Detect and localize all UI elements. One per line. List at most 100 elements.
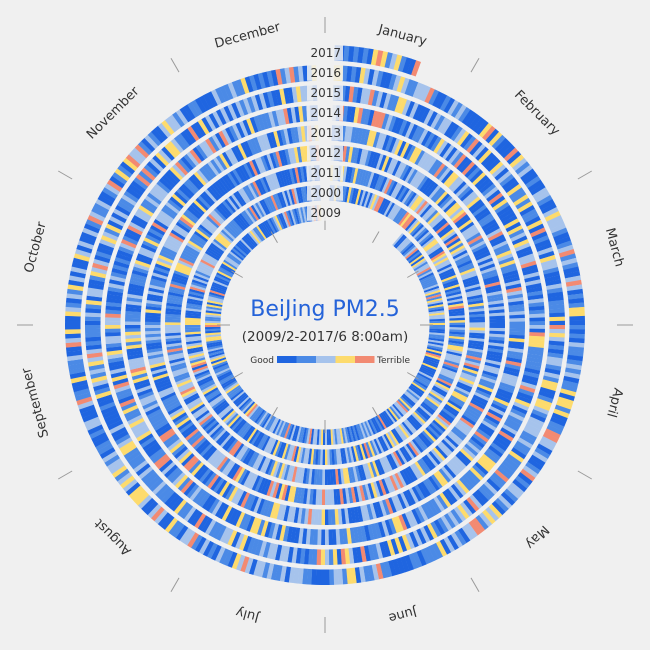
day-cell [145, 318, 161, 323]
day-cell [173, 414, 189, 426]
day-cell [299, 548, 306, 565]
day-cell [463, 278, 479, 286]
day-cell [419, 107, 431, 124]
day-cell [274, 544, 283, 561]
day-cell [145, 306, 162, 311]
day-cell [411, 508, 422, 525]
day-cell [297, 166, 303, 183]
day-cell [107, 219, 124, 231]
day-cell [497, 388, 513, 397]
day-cell [452, 426, 467, 439]
day-cell [202, 254, 218, 265]
day-cell [497, 494, 513, 510]
day-cell [501, 460, 517, 473]
day-cell [514, 398, 531, 408]
day-cell [73, 388, 90, 397]
day-cell [137, 387, 153, 397]
day-cell [230, 487, 242, 504]
day-cell [419, 458, 431, 473]
day-cell [171, 364, 187, 372]
day-cell [99, 447, 116, 459]
day-cell [529, 328, 545, 333]
day-cell [415, 200, 428, 215]
day-cell [409, 254, 424, 266]
day-cell [567, 288, 584, 296]
day-cell [493, 397, 510, 407]
day-cell [420, 85, 431, 102]
day-cell [472, 246, 489, 256]
day-cell [85, 340, 102, 346]
day-cell [459, 158, 473, 174]
day-cell [91, 431, 108, 444]
day-cell [429, 248, 444, 260]
day-cell [528, 305, 545, 311]
day-cell [443, 233, 458, 245]
day-cell [528, 339, 545, 345]
day-cell [391, 116, 401, 133]
day-cell [450, 151, 464, 167]
day-cell [270, 173, 279, 190]
day-cell [464, 283, 481, 291]
day-cell [517, 437, 533, 449]
day-cell [363, 504, 370, 521]
day-cell [261, 562, 270, 579]
day-cell [521, 377, 538, 386]
day-cell [547, 352, 564, 359]
day-cell [220, 229, 235, 242]
day-cell [436, 263, 452, 273]
day-cell [265, 175, 274, 192]
day-cell [548, 308, 565, 314]
day-cell [520, 260, 537, 269]
day-cell [66, 354, 83, 362]
day-cell [454, 214, 469, 227]
ring-2009 [205, 205, 445, 445]
day-cell [324, 469, 328, 485]
day-cell [275, 462, 283, 479]
day-cell [210, 357, 227, 365]
day-cell [282, 525, 290, 542]
day-cell [150, 506, 165, 522]
day-cell [416, 459, 429, 475]
day-cell [370, 49, 379, 66]
day-cell [507, 225, 523, 236]
day-cell [128, 183, 144, 197]
day-cell [193, 437, 207, 451]
day-cell [145, 324, 161, 329]
day-cell [415, 408, 430, 421]
day-cell [381, 113, 390, 130]
day-cell [229, 251, 243, 263]
day-cell [430, 521, 442, 538]
day-cell [537, 394, 554, 404]
day-cell [215, 367, 231, 376]
day-cell [395, 185, 406, 200]
day-cell [261, 435, 271, 451]
day-cell [68, 363, 85, 371]
day-cell [68, 367, 85, 375]
day-cell [122, 157, 138, 172]
day-cell [164, 117, 179, 133]
day-cell [527, 179, 544, 193]
year-label-bg [307, 144, 343, 161]
month-tick [470, 577, 480, 592]
day-cell [444, 359, 460, 367]
day-cell [305, 468, 310, 485]
day-cell [506, 357, 522, 364]
day-cell [65, 302, 82, 308]
day-cell [508, 337, 525, 343]
day-cell [468, 114, 482, 130]
day-cell [466, 232, 481, 243]
day-cell [363, 545, 371, 562]
day-cell [353, 127, 360, 144]
day-cell [105, 309, 122, 315]
day-cell [293, 486, 300, 503]
day-cell [286, 169, 293, 185]
day-cell [436, 165, 449, 180]
day-cell [125, 411, 142, 422]
day-cell [279, 88, 287, 105]
day-cell [481, 453, 496, 467]
day-cell [444, 235, 460, 247]
day-cell [472, 394, 489, 405]
day-cell [477, 425, 493, 437]
day-cell [176, 188, 191, 202]
